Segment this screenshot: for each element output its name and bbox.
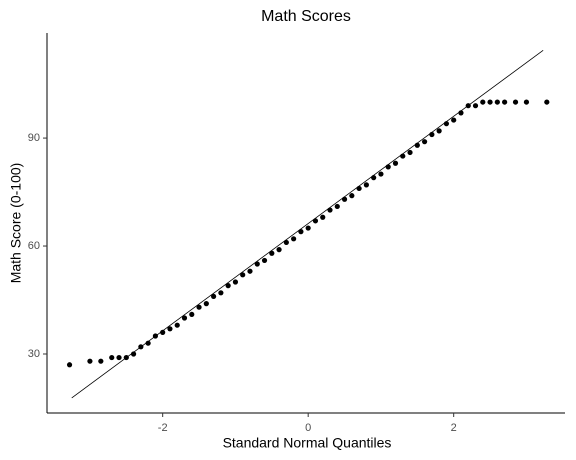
point <box>109 354 115 361</box>
point <box>66 362 73 368</box>
point <box>211 293 217 300</box>
point <box>487 99 493 105</box>
point <box>371 175 377 181</box>
point <box>451 117 457 123</box>
point <box>363 182 369 188</box>
point <box>480 99 486 105</box>
point <box>98 358 104 364</box>
point <box>189 311 195 318</box>
point <box>167 326 173 332</box>
point <box>436 128 442 134</box>
point <box>174 322 180 328</box>
x-tick-label: 2 <box>451 422 457 434</box>
point <box>512 99 519 105</box>
point <box>181 315 188 321</box>
point <box>225 283 231 289</box>
y-axis-label: Math Score (0-100) <box>8 163 24 284</box>
point <box>269 250 275 256</box>
point <box>145 340 151 346</box>
point <box>472 103 479 109</box>
point <box>218 290 224 296</box>
x-tick-label: 0 <box>305 422 311 434</box>
point <box>392 160 399 166</box>
point <box>152 333 159 339</box>
point <box>291 236 297 242</box>
y-tick-label: 60 <box>28 240 40 252</box>
point <box>240 272 246 278</box>
point <box>502 99 508 105</box>
point <box>160 329 166 335</box>
reference-line <box>71 49 544 399</box>
point <box>465 103 471 109</box>
point <box>334 203 340 210</box>
point <box>356 185 362 192</box>
point <box>305 225 311 231</box>
point <box>123 354 129 361</box>
point <box>458 110 464 116</box>
point <box>312 218 319 224</box>
point <box>232 279 239 285</box>
point <box>523 99 530 105</box>
point <box>544 99 550 105</box>
y-tick-label: 90 <box>28 132 40 144</box>
point <box>400 153 406 159</box>
point <box>429 131 435 138</box>
chart-title: Math Scores <box>261 8 351 25</box>
point <box>276 247 282 253</box>
y-tick-label: 30 <box>28 348 40 360</box>
point <box>320 214 326 220</box>
x-tick-label: -2 <box>158 422 168 434</box>
point <box>407 149 413 156</box>
point <box>378 171 384 177</box>
point <box>196 304 202 310</box>
point <box>130 351 137 357</box>
point <box>203 301 209 307</box>
point <box>385 164 391 170</box>
x-axis-label: Standard Normal Quantiles <box>223 435 392 451</box>
point <box>443 121 450 127</box>
point <box>254 261 260 267</box>
point <box>283 239 289 246</box>
point <box>298 229 304 235</box>
point <box>116 354 122 361</box>
point <box>349 193 355 199</box>
point <box>494 99 500 105</box>
point <box>421 139 428 145</box>
point <box>138 344 144 350</box>
point <box>261 257 268 264</box>
point <box>87 358 93 364</box>
point <box>414 142 420 148</box>
point <box>327 207 333 213</box>
point <box>247 268 253 274</box>
point <box>341 196 348 202</box>
